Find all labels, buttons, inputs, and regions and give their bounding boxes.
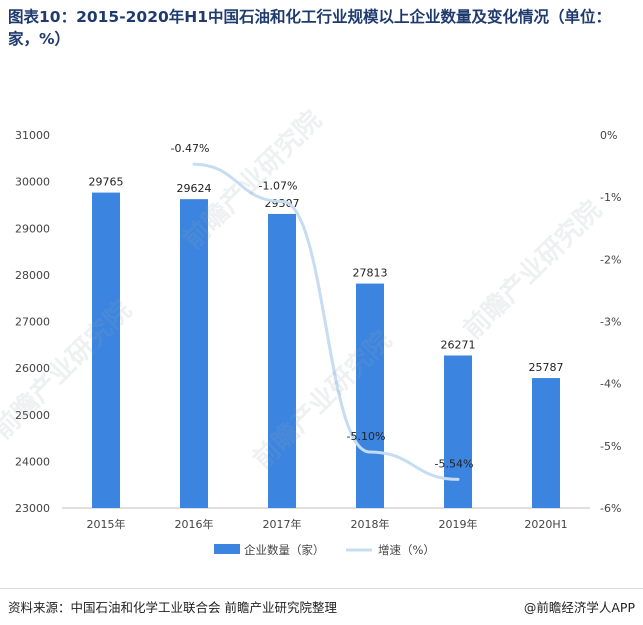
category-label: 2015年 <box>87 517 126 531</box>
left-tick-label: 28000 <box>15 269 50 282</box>
left-tick-label: 26000 <box>15 362 50 375</box>
bar <box>268 213 296 508</box>
right-tick-label: -6% <box>600 502 621 515</box>
right-tick-label: 0% <box>600 129 617 142</box>
brand-credit: @前瞻经济学人APP <box>523 600 635 615</box>
left-tick-label: 30000 <box>15 176 50 189</box>
left-tick-label: 29000 <box>15 222 50 235</box>
line-value-label: -1.07% <box>259 180 298 193</box>
right-tick-label: -4% <box>600 378 621 391</box>
right-tick-label: -3% <box>600 316 621 329</box>
legend-line-label: 增速（%） <box>378 543 435 557</box>
bar <box>444 355 472 508</box>
legend-bar-label: 企业数量（家） <box>244 543 325 557</box>
left-tick-label: 23000 <box>15 502 50 515</box>
bar <box>356 283 384 508</box>
left-tick-label: 25000 <box>15 409 50 422</box>
legend-bar-swatch <box>214 544 240 554</box>
right-tick-label: -2% <box>600 253 621 266</box>
category-label: 2016年 <box>175 517 214 531</box>
bar <box>92 192 120 508</box>
bar-value-label: 25787 <box>529 361 564 374</box>
bar-value-label: 26271 <box>441 338 476 351</box>
line-value-label: -5.54% <box>435 457 474 470</box>
legend: 企业数量（家） 增速（%） <box>214 543 435 557</box>
chart-title: 图表10：2015-2020年H1中国石油和化工行业规模以上企业数量及变化情况（… <box>8 8 612 48</box>
bar-value-label: 27813 <box>353 267 388 280</box>
right-tick-label: -1% <box>600 191 621 204</box>
line-value-label: -5.10% <box>347 430 386 443</box>
bar <box>532 378 560 508</box>
left-tick-label: 27000 <box>15 316 50 329</box>
bar-value-label: 29624 <box>177 182 212 195</box>
right-tick-label: -5% <box>600 440 621 453</box>
category-label: 2019年 <box>439 517 478 531</box>
category-label: 2020H1 <box>524 518 567 531</box>
line-value-label: -0.47% <box>171 142 210 155</box>
bar <box>180 199 208 508</box>
growth-line <box>192 162 460 481</box>
category-label: 2018年 <box>351 517 390 531</box>
source-note: 资料来源：中国石油和化学工业联合会 前瞻产业研究院整理 <box>8 600 337 615</box>
left-tick-label: 24000 <box>15 455 50 468</box>
left-tick-label: 31000 <box>15 129 50 142</box>
bar-value-label: 29765 <box>89 176 124 189</box>
category-label: 2017年 <box>263 517 302 531</box>
footer-divider <box>0 588 643 589</box>
